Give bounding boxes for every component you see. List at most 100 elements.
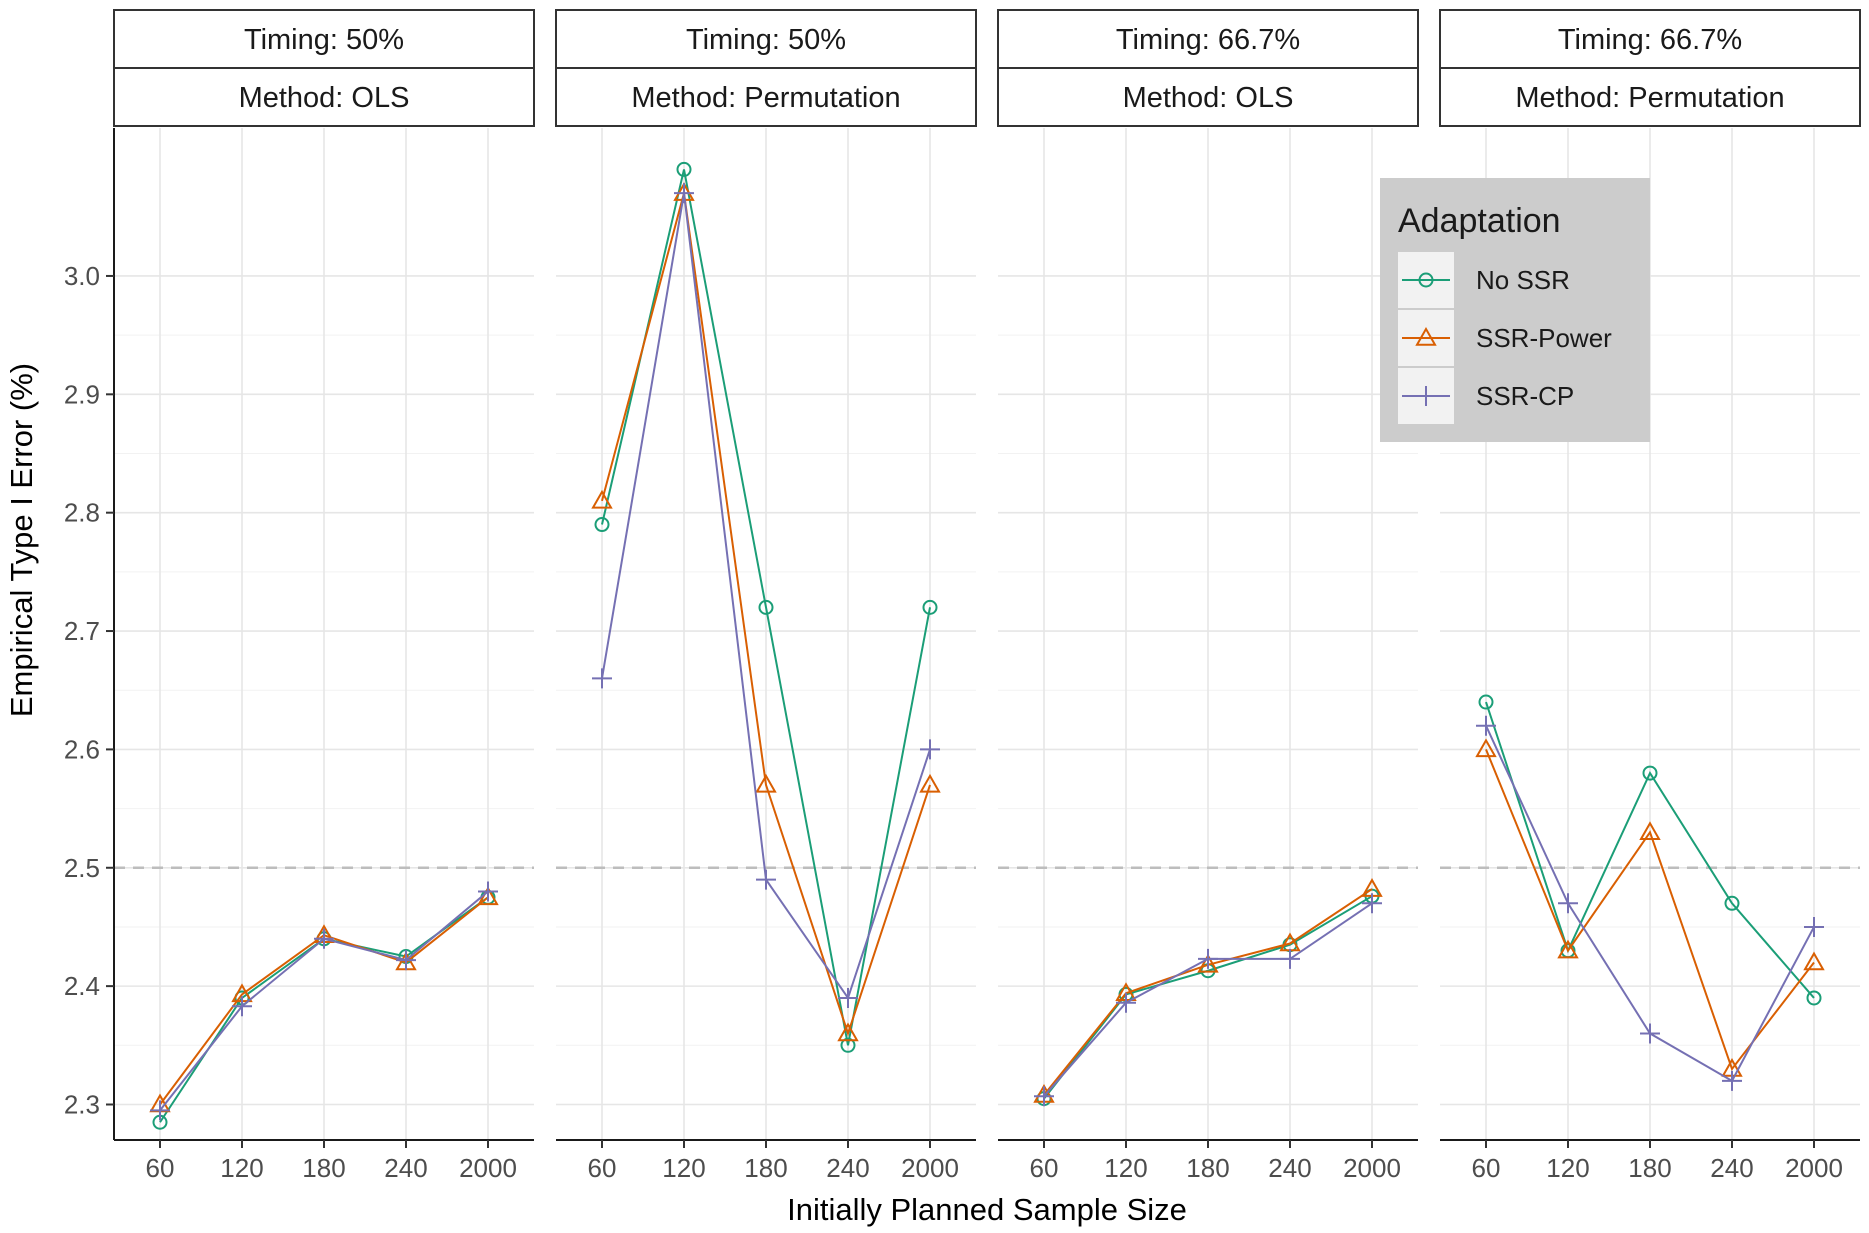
series-ssr-cp (1034, 893, 1382, 1107)
legend-entry: No SSR (1398, 252, 1570, 308)
legend: Adaptation No SSR SSR-Power SSR-CP (1380, 178, 1650, 442)
y-tick-label: 2.6 (64, 734, 100, 764)
y-tick-label: 3.0 (64, 261, 100, 291)
data-point (920, 739, 940, 760)
data-point (1362, 893, 1382, 914)
x-tick-label: 60 (1472, 1153, 1501, 1183)
y-tick-label: 2.3 (64, 1089, 100, 1119)
strip-method-box (1439, 67, 1861, 127)
x-tick-label: 2000 (1343, 1153, 1401, 1183)
strip-method-box (555, 67, 977, 127)
x-tick-label: 240 (384, 1153, 427, 1183)
data-point (1478, 694, 1494, 710)
y-tick-label: 2.9 (64, 379, 100, 409)
legend-label: SSR-CP (1476, 381, 1574, 411)
y-tick-label: 2.4 (64, 971, 100, 1001)
x-tick-label: 2000 (901, 1153, 959, 1183)
x-tick-label: 60 (146, 1153, 175, 1183)
x-tick-label: 60 (1030, 1153, 1059, 1183)
x-tick-label: 2000 (459, 1153, 517, 1183)
y-axis-title: Empirical Type I Error (%) (4, 363, 39, 717)
data-point (1642, 765, 1658, 781)
strip-timing-label: Timing: 50% (244, 24, 404, 56)
data-point (922, 599, 938, 615)
data-point (1803, 951, 1825, 971)
strip-method-label: Method: OLS (1123, 82, 1294, 114)
strip-timing-box (1439, 9, 1861, 69)
data-point (1198, 948, 1218, 969)
strip-timing-box (997, 9, 1419, 69)
legend-entries: No SSR SSR-Power SSR-CP (1398, 252, 1612, 424)
strip-timing-box (113, 9, 535, 69)
data-point (591, 489, 613, 509)
panels-layer: Timing: 50% Method: OLS 60 120 180 240 2000 2.3… (64, 9, 1861, 1183)
series-line (1485, 701, 1815, 999)
panel-2: Timing: 50% Method: Permutation 60 120 180 24… (555, 9, 977, 1183)
x-axis-title: Initially Planned Sample Size (787, 1192, 1187, 1227)
strip-timing-label: Timing: 66.7% (1116, 24, 1300, 56)
series-no-ssr (594, 161, 938, 1053)
series-line (601, 192, 931, 1037)
series-ssr-power (591, 182, 941, 1042)
x-tick-label: 120 (1546, 1153, 1589, 1183)
data-point (232, 996, 252, 1017)
y-tick-label: 2.8 (64, 498, 100, 528)
data-point (1724, 895, 1740, 911)
series-ssr-cp (592, 183, 940, 1008)
series-ssr-power (1475, 738, 1825, 1077)
legend-key-marker (1418, 272, 1434, 288)
data-point (1476, 715, 1496, 736)
x-tick-label: 240 (826, 1153, 869, 1183)
data-point (919, 773, 941, 793)
legend-label: SSR-Power (1476, 323, 1612, 353)
legend-label: No SSR (1476, 265, 1570, 295)
data-point (1558, 893, 1578, 914)
panel-1: Timing: 50% Method: OLS 60 120 180 240 2000 2.3… (64, 9, 535, 1183)
x-tick-label: 60 (588, 1153, 617, 1183)
data-point (594, 517, 610, 533)
data-point (674, 183, 694, 204)
strip-method-box (113, 67, 535, 127)
series-line (601, 169, 931, 1046)
x-tick-label: 2000 (1785, 1153, 1843, 1183)
data-point (150, 1100, 170, 1121)
data-point (1280, 948, 1300, 969)
strip-timing-box (555, 9, 977, 69)
legend-entry: SSR-CP (1398, 368, 1574, 424)
data-point (314, 928, 334, 949)
legend-entry: SSR-Power (1398, 310, 1612, 366)
legend-title: Adaptation (1398, 202, 1561, 240)
data-point (396, 950, 416, 971)
data-point (1804, 916, 1824, 937)
data-point (837, 1022, 859, 1042)
data-point (592, 668, 612, 689)
data-point (758, 599, 774, 615)
x-tick-label: 120 (662, 1153, 705, 1183)
y-tick-label: 2.5 (64, 853, 100, 883)
x-tick-label: 240 (1710, 1153, 1753, 1183)
data-point (755, 773, 777, 793)
legend-key-marker (1416, 386, 1436, 406)
data-point (1639, 821, 1661, 841)
strip-timing-label: Timing: 50% (686, 24, 846, 56)
data-point (838, 987, 858, 1008)
x-tick-label: 120 (220, 1153, 263, 1183)
data-point (1640, 1023, 1660, 1044)
strip-timing-label: Timing: 66.7% (1558, 24, 1742, 56)
y-tick-label: 2.7 (64, 616, 100, 646)
strip-method-box (997, 67, 1419, 127)
data-point (1197, 953, 1219, 973)
data-point (1806, 990, 1822, 1006)
x-tick-label: 180 (1628, 1153, 1671, 1183)
x-tick-label: 120 (1104, 1153, 1147, 1183)
panel-3: Timing: 66.7% Method: OLS 60 120 180 240 2000 (997, 9, 1419, 1183)
data-point (478, 881, 498, 902)
data-point (1475, 738, 1497, 758)
data-point (1557, 939, 1579, 959)
data-point (840, 1037, 856, 1053)
series-ssr-cp (150, 881, 498, 1121)
data-point (756, 869, 776, 890)
data-point (1034, 1086, 1054, 1107)
data-point (1116, 992, 1136, 1013)
